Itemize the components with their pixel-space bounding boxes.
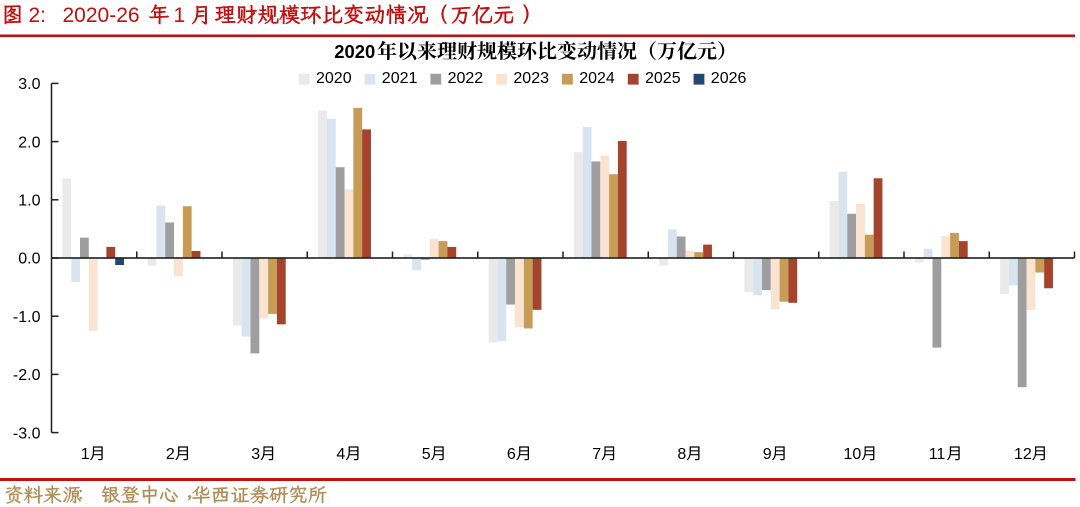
svg-text:2: 2 <box>166 446 175 463</box>
svg-text:2023: 2023 <box>513 70 549 87</box>
svg-text:3: 3 <box>251 446 260 463</box>
svg-text:1.0: 1.0 <box>18 193 40 210</box>
svg-text:2025: 2025 <box>645 70 681 87</box>
svg-text:11: 11 <box>929 446 946 463</box>
svg-text:5: 5 <box>422 446 431 463</box>
svg-text:7: 7 <box>592 446 601 463</box>
svg-text:2026: 2026 <box>711 70 747 87</box>
svg-text:-1.0: -1.0 <box>13 309 41 326</box>
svg-text:3.0: 3.0 <box>18 76 40 93</box>
svg-text:2024: 2024 <box>579 70 615 87</box>
svg-text:-3.0: -3.0 <box>13 425 41 442</box>
svg-text:2020: 2020 <box>316 70 352 87</box>
svg-text:2020-26: 2020-26 <box>63 4 140 27</box>
svg-text:8: 8 <box>677 446 686 463</box>
svg-text:2021: 2021 <box>382 70 418 87</box>
svg-text:2.0: 2.0 <box>18 134 40 151</box>
svg-text:2020: 2020 <box>334 41 375 62</box>
svg-text:10: 10 <box>844 446 862 463</box>
svg-text:12: 12 <box>1014 446 1032 463</box>
svg-text:2022: 2022 <box>448 70 484 87</box>
svg-text:0.0: 0.0 <box>18 251 40 268</box>
svg-text:9: 9 <box>763 446 772 463</box>
svg-text:-2.0: -2.0 <box>13 367 41 384</box>
svg-text:2:: 2: <box>29 4 47 27</box>
svg-text:1: 1 <box>174 4 186 27</box>
svg-text:4: 4 <box>336 446 345 463</box>
svg-text:6: 6 <box>507 446 516 463</box>
svg-text:1: 1 <box>81 446 90 463</box>
